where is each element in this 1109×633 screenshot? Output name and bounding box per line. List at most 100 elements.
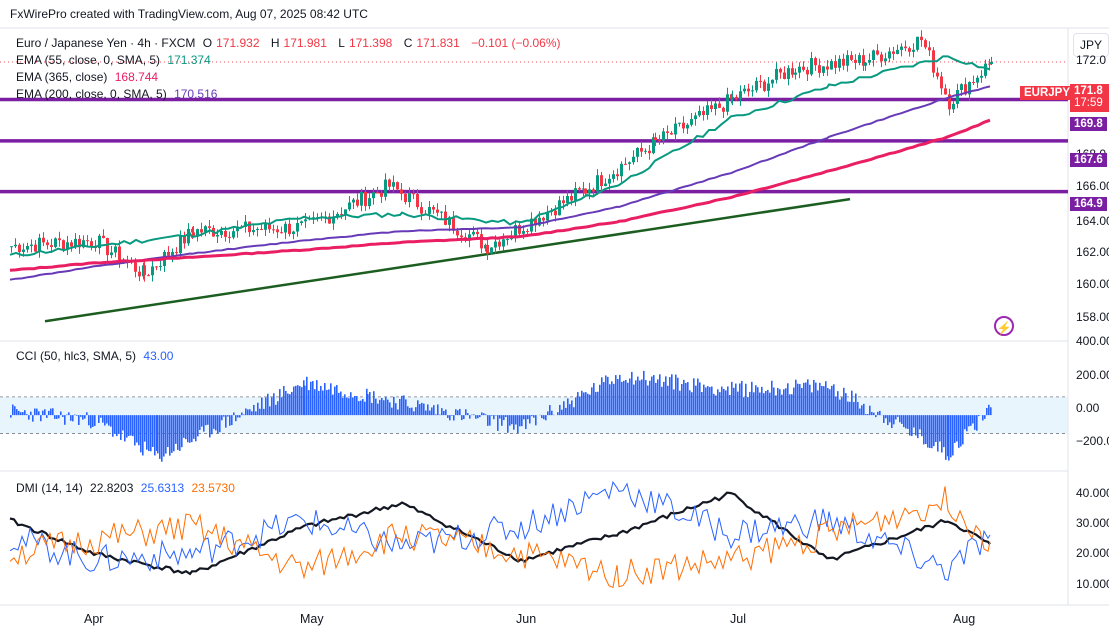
cci-bar [136,415,138,443]
cci-bar [741,380,743,416]
cci-bar [295,385,297,416]
cci-bar [154,415,156,456]
candle-body [70,242,73,247]
candle-body [344,209,347,215]
cci-bar [360,400,362,416]
cci-bar [503,415,505,421]
cci-bar [863,403,865,416]
cci-bar [499,415,501,419]
candle-body [356,199,359,206]
candle-body [187,228,190,244]
candle-body [714,103,717,110]
cci-bar [310,381,312,416]
cci-bar [873,412,875,416]
cci-bar [551,410,553,416]
cci-bar [843,387,845,416]
cci-bar [845,393,847,416]
cci-bar [541,415,543,419]
candle-body [514,225,517,236]
ema55-legend[interactable]: EMA (55, close, 0, SMA, 5) 171.374 [16,53,211,67]
cci-bar [501,415,503,426]
cci-bar [623,380,625,416]
alert-bolt-icon[interactable]: ⚡ [994,316,1014,336]
cci-bar [316,380,318,416]
cci-bar [279,389,281,416]
ema365-legend[interactable]: EMA (365, close) 168.744 [16,70,159,84]
ema200-legend[interactable]: EMA (200, close, 0, SMA, 5) 170.516 [16,87,218,101]
candle-body [336,213,339,217]
cci-bar [988,404,990,416]
cci-bar [38,411,40,416]
symbol-badge: EURJPY [1020,86,1075,100]
cci-bar [823,386,825,416]
cci-bar [954,415,956,443]
candle-body [518,225,521,234]
candle-body [452,217,455,231]
trendline [44,197,851,323]
cci-bar [517,415,519,434]
ema200-value: 170.516 [174,87,218,101]
cci-bar [489,415,491,426]
cci-bar [453,415,455,421]
cci-bar [705,387,707,416]
candle-body [292,231,295,235]
cci-bar [783,389,785,416]
cci-bar [563,401,565,416]
cci-bar [545,415,547,421]
cci-bar [161,415,163,462]
candle-body [78,238,81,248]
cci-bar [661,386,663,416]
candle-body [360,191,363,206]
dmi-legend[interactable]: DMI (14, 14) 22.8203 25.6313 23.5730 [16,481,235,495]
y-tick-dmi: 30.000 [1076,516,1109,530]
candle-body [90,241,93,247]
candle-body [220,230,223,235]
candle-body [432,206,435,210]
cci-bar [457,410,459,416]
cci-bar [203,415,205,432]
cci-bar [441,408,443,416]
high-value: 171.981 [283,36,327,50]
cci-bar [952,415,954,456]
x-tick: Jun [516,612,537,626]
cci-bar [533,415,535,418]
low-value: 171.398 [348,36,393,50]
cci-bar [877,411,879,416]
candle-body [904,46,907,49]
cci-legend[interactable]: CCI (50, hlc3, SMA, 5) 43.00 [16,349,174,363]
cci-bar [425,410,427,416]
cci-bar [507,415,509,433]
cci-bar [225,415,227,428]
candle-body [730,94,733,100]
cci-bar [197,415,199,437]
cci-bar [189,415,191,443]
cci-bar [461,415,463,421]
cci-bar [334,386,336,416]
cci-bar [779,389,781,416]
cci-bar [731,381,733,416]
candle-body [376,192,379,194]
cci-bar [639,380,641,416]
cci-bar [633,384,635,416]
cci-bar [725,390,727,416]
cci-bar [925,415,927,445]
cci-bar [239,415,241,418]
cci-bar [617,379,619,416]
candle-body [702,111,705,116]
cci-bar [889,415,891,423]
cci-bar [671,374,673,416]
y-tick-price: 164.00 [1076,214,1109,228]
candle-body [408,193,411,203]
cci-bar [403,395,405,416]
candle-body [872,50,875,60]
cci-bar [891,415,893,429]
cci-bar [76,415,78,416]
candle-body [400,189,403,194]
cci-bar [935,415,937,443]
chart-credit: FxWirePro created with TradingView.com, … [10,7,368,21]
candle-body [731,96,734,100]
cci-bar [549,405,551,416]
candle-body [988,63,991,65]
cci-bar [22,412,24,416]
